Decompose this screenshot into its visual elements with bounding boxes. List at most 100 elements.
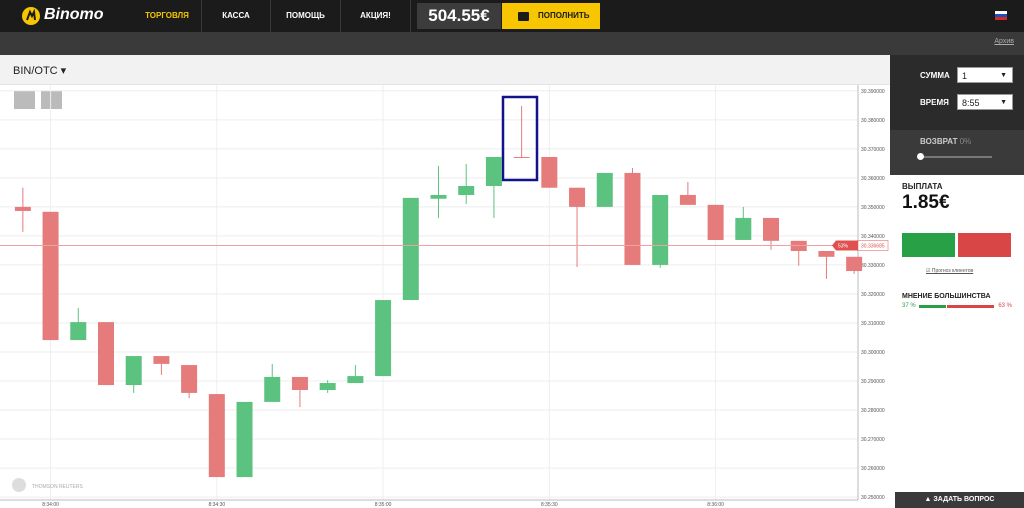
- amount-label: СУММА: [920, 71, 950, 80]
- candle-body: [652, 194, 669, 265]
- y-tick-label: 30.290000: [861, 379, 885, 385]
- candle-body: [375, 300, 392, 377]
- y-tick-label: 30.340000: [861, 234, 885, 240]
- chart: THOMSON REUTERS 30.390000 30.380000 30.370…: [0, 85, 889, 508]
- candle-body: [679, 194, 696, 205]
- highlight-box: [501, 95, 539, 182]
- payout-label: ВЫПЛАТА: [902, 182, 943, 191]
- candle-body: [70, 322, 87, 341]
- deposit-label: ПОПОЛНИТЬ: [538, 11, 590, 20]
- candle-body: [485, 156, 502, 186]
- refund-value: 0%: [959, 137, 972, 146]
- candle-body: [181, 365, 198, 393]
- nav-item[interactable]: КАССА: [202, 0, 271, 32]
- tool-button[interactable]: [14, 91, 35, 109]
- time-select[interactable]: 8:55 ▼: [957, 94, 1013, 110]
- forecast-toggle[interactable]: ☑ Прогноз клиентов: [926, 268, 974, 274]
- wallet-icon: [518, 12, 529, 21]
- candle-body: [596, 172, 613, 207]
- asset-bar: BIN/OTC ▾: [0, 55, 890, 85]
- payout: 1.85€: [902, 192, 950, 213]
- tool-button[interactable]: [41, 91, 62, 109]
- y-tick-label: 30.260000: [861, 466, 885, 472]
- chart-panel: [0, 55, 890, 508]
- y-tick-label: 30.320000: [861, 292, 885, 298]
- y-tick-label: 30.270000: [861, 437, 885, 443]
- refund-title: ВОЗВРАТ: [920, 137, 958, 146]
- sidebar: СУММА 1 ▼ ВРЕМЯ 8:55 ▼ ВОЗВРАТ 0% ВЫПЛАТА …: [890, 55, 1024, 508]
- y-tick-label: 30.280000: [861, 408, 885, 414]
- watermark: THOMSON REUTERS: [32, 484, 84, 490]
- y-tick-label: 30.350000: [861, 205, 885, 211]
- candle-body: [818, 251, 835, 257]
- candle-body: [319, 383, 336, 391]
- candle-body: [624, 172, 641, 265]
- time: 8:55: [962, 98, 980, 108]
- majority-title: МНЕНИЕ БОЛЬШИНСТВА: [902, 293, 991, 300]
- candle-body: [208, 394, 225, 478]
- y-tick-label: 30.390000: [861, 89, 885, 95]
- x-tick-label: 8:35:30: [541, 502, 558, 508]
- price-percent: 53%: [838, 244, 849, 250]
- candle-body: [458, 185, 475, 195]
- call-button[interactable]: [902, 233, 955, 257]
- x-tick-label: 8:34:00: [42, 502, 59, 508]
- price-tag: [832, 240, 858, 251]
- y-tick-label: 30.370000: [861, 147, 885, 153]
- candle-body: [347, 376, 364, 384]
- refund-section: ВОЗВРАТ 0%: [890, 130, 1024, 175]
- x-tick-label: 8:34:30: [208, 502, 225, 508]
- candle-body: [735, 217, 752, 240]
- price-value: 30.336685: [861, 244, 885, 250]
- ask-label: ЗАДАТЬ ВОПРОС: [933, 496, 995, 503]
- watermark-icon: [12, 478, 26, 492]
- slider-handle[interactable]: [917, 153, 924, 160]
- refund-label: ВОЗВРАТ 0%: [920, 137, 971, 146]
- refund-slider[interactable]: [920, 156, 992, 158]
- balance: 504.55€: [417, 3, 501, 29]
- archive-link[interactable]: Архив: [994, 38, 1014, 45]
- candle-body: [153, 356, 170, 364]
- nav-item[interactable]: ПОМОЩЬ: [271, 0, 341, 32]
- majority-down: 63 %: [998, 303, 1012, 309]
- candle-body: [513, 156, 530, 158]
- candle-body: [14, 206, 31, 211]
- trade-settings: СУММА 1 ▼ ВРЕМЯ 8:55 ▼: [890, 55, 1024, 130]
- forecast-label: Прогноз клиентов: [931, 268, 974, 274]
- asset-name: BIN/OTC: [13, 65, 58, 77]
- y-tick-label: 30.310000: [861, 321, 885, 327]
- majority-bar: [919, 305, 994, 308]
- y-tick-label: 30.300000: [861, 350, 885, 356]
- candle-body: [846, 256, 863, 272]
- candle-body: [236, 401, 253, 478]
- x-tick-label: 8:35:00: [375, 502, 392, 508]
- amount: 1: [962, 71, 968, 81]
- nav-item[interactable]: ТОРГОВЛЯ: [133, 0, 202, 32]
- candle-body: [264, 376, 281, 402]
- candle-body: [125, 356, 142, 386]
- amount-select[interactable]: 1 ▼: [957, 67, 1013, 83]
- nav-item[interactable]: АКЦИЯ!: [341, 0, 411, 32]
- candle-body: [402, 197, 419, 301]
- subbar: Архив: [0, 32, 1024, 55]
- candle-body: [763, 217, 780, 241]
- price-value-box: [857, 240, 889, 251]
- flag[interactable]: [995, 11, 1007, 20]
- deposit-button[interactable]: ПОПОЛНИТЬ: [502, 3, 600, 29]
- ask-button[interactable]: ▲ ЗАДАТЬ ВОПРОС: [895, 492, 1024, 508]
- logo-icon: [22, 7, 40, 25]
- candle-body: [541, 156, 558, 188]
- y-tick-label: 30.330000: [861, 263, 885, 269]
- header: Binomo ТОРГОВЛЯ КАССА ПОМОЩЬ АКЦИЯ! 504.…: [0, 0, 1024, 32]
- y-tick-label: 30.380000: [861, 118, 885, 124]
- logo[interactable]: Binomo: [44, 6, 104, 23]
- put-button[interactable]: [958, 233, 1011, 257]
- asset-selector[interactable]: BIN/OTC ▾: [13, 65, 67, 77]
- candle-body: [430, 194, 447, 199]
- y-tick-label: 30.360000: [861, 176, 885, 182]
- candle-body: [291, 376, 308, 391]
- candle-body: [97, 322, 114, 386]
- y-tick-label: 30.250000: [861, 495, 885, 501]
- majority-segment: [947, 305, 994, 308]
